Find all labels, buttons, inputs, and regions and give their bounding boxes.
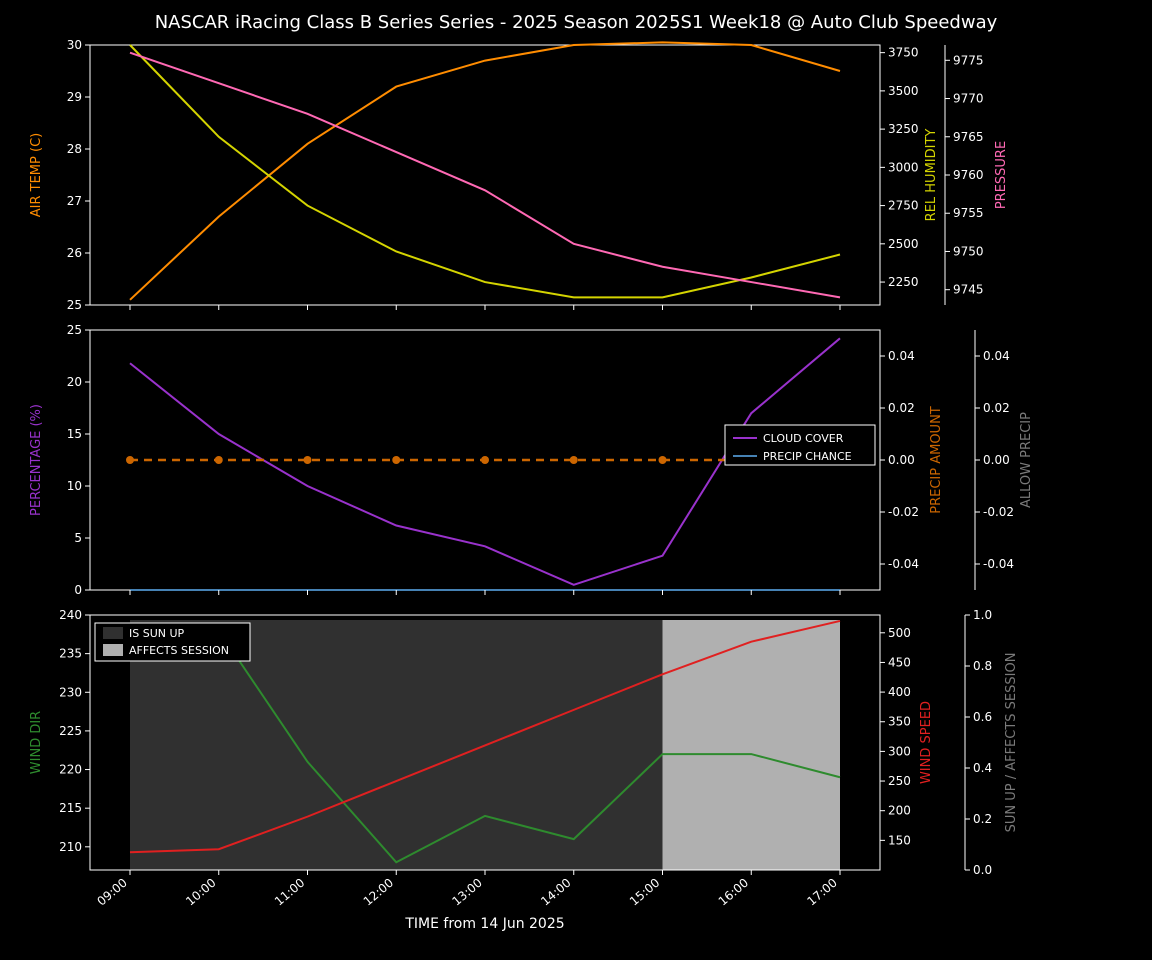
svg-text:0.04: 0.04 bbox=[983, 349, 1010, 363]
weather-chart: NASCAR iRacing Class B Series Series - 2… bbox=[0, 0, 1152, 960]
legend-item: IS SUN UP bbox=[129, 627, 185, 640]
svg-text:0.00: 0.00 bbox=[983, 453, 1010, 467]
svg-text:29: 29 bbox=[67, 90, 82, 104]
svg-text:3250: 3250 bbox=[888, 122, 919, 136]
svg-text:240: 240 bbox=[59, 608, 82, 622]
rel-humidity-label: REL HUMIDITY bbox=[924, 129, 939, 222]
svg-text:150: 150 bbox=[888, 833, 911, 847]
svg-text:20: 20 bbox=[67, 375, 82, 389]
air-temp-label: AIR TEMP (C) bbox=[29, 133, 44, 217]
pressure-label: PRESSURE bbox=[994, 141, 1009, 209]
svg-text:1.0: 1.0 bbox=[973, 608, 992, 622]
svg-text:-0.04: -0.04 bbox=[983, 557, 1014, 571]
svg-text:3500: 3500 bbox=[888, 84, 919, 98]
precip-amount-marker bbox=[659, 456, 667, 464]
svg-text:215: 215 bbox=[59, 801, 82, 815]
svg-text:-0.04: -0.04 bbox=[888, 557, 919, 571]
legend-item: CLOUD COVER bbox=[763, 432, 844, 445]
svg-text:3000: 3000 bbox=[888, 160, 919, 174]
precip-amount-marker bbox=[570, 456, 578, 464]
svg-text:9755: 9755 bbox=[953, 206, 984, 220]
svg-text:5: 5 bbox=[74, 531, 82, 545]
svg-text:0.02: 0.02 bbox=[888, 401, 915, 415]
svg-text:2500: 2500 bbox=[888, 237, 919, 251]
svg-text:30: 30 bbox=[67, 38, 82, 52]
x-axis-label: TIME from 14 Jun 2025 bbox=[404, 916, 564, 932]
svg-text:9745: 9745 bbox=[953, 283, 984, 297]
svg-text:350: 350 bbox=[888, 715, 911, 729]
svg-text:9760: 9760 bbox=[953, 168, 984, 182]
svg-text:400: 400 bbox=[888, 685, 911, 699]
svg-text:0.0: 0.0 bbox=[973, 863, 992, 877]
svg-text:25: 25 bbox=[67, 323, 82, 337]
svg-text:25: 25 bbox=[67, 298, 82, 312]
svg-text:300: 300 bbox=[888, 744, 911, 758]
svg-text:500: 500 bbox=[888, 626, 911, 640]
svg-text:0.04: 0.04 bbox=[888, 349, 915, 363]
svg-text:0.02: 0.02 bbox=[983, 401, 1010, 415]
svg-text:0: 0 bbox=[74, 583, 82, 597]
svg-text:210: 210 bbox=[59, 840, 82, 854]
svg-text:450: 450 bbox=[888, 655, 911, 669]
svg-text:220: 220 bbox=[59, 763, 82, 777]
svg-text:0.2: 0.2 bbox=[973, 812, 992, 826]
svg-text:9775: 9775 bbox=[953, 53, 984, 67]
wind-speed-label: WIND SPEED bbox=[919, 701, 934, 784]
svg-text:9770: 9770 bbox=[953, 92, 984, 106]
svg-text:2750: 2750 bbox=[888, 199, 919, 213]
svg-text:3750: 3750 bbox=[888, 46, 919, 60]
chart-title: NASCAR iRacing Class B Series Series - 2… bbox=[155, 12, 998, 33]
svg-text:-0.02: -0.02 bbox=[888, 505, 919, 519]
svg-text:27: 27 bbox=[67, 194, 82, 208]
legend-item: PRECIP CHANCE bbox=[763, 450, 852, 463]
svg-text:28: 28 bbox=[67, 142, 82, 156]
svg-text:0.00: 0.00 bbox=[888, 453, 915, 467]
svg-text:26: 26 bbox=[67, 246, 82, 260]
svg-text:235: 235 bbox=[59, 647, 82, 661]
precip-amount-label: PRECIP AMOUNT bbox=[929, 406, 944, 514]
precip-amount-marker bbox=[392, 456, 400, 464]
svg-text:0.6: 0.6 bbox=[973, 710, 992, 724]
svg-text:9750: 9750 bbox=[953, 244, 984, 258]
svg-text:2250: 2250 bbox=[888, 275, 919, 289]
precip-amount-marker bbox=[481, 456, 489, 464]
legend-item: AFFECTS SESSION bbox=[129, 644, 229, 657]
precip-amount-marker bbox=[304, 456, 312, 464]
svg-text:250: 250 bbox=[888, 774, 911, 788]
svg-text:9765: 9765 bbox=[953, 130, 984, 144]
wind-dir-label: WIND DIR bbox=[29, 711, 44, 774]
svg-text:0.8: 0.8 bbox=[973, 659, 992, 673]
svg-text:230: 230 bbox=[59, 685, 82, 699]
svg-text:-0.02: -0.02 bbox=[983, 505, 1014, 519]
percentage-label: PERCENTAGE (%) bbox=[29, 404, 44, 516]
svg-text:0.4: 0.4 bbox=[973, 761, 992, 775]
precip-amount-marker bbox=[126, 456, 134, 464]
allow-precip-label: ALLOW PRECIP bbox=[1019, 412, 1034, 508]
affects-session-fill bbox=[663, 620, 841, 870]
svg-text:225: 225 bbox=[59, 724, 82, 738]
svg-text:15: 15 bbox=[67, 427, 82, 441]
svg-text:200: 200 bbox=[888, 804, 911, 818]
sun-affects-label: SUN UP / AFFECTS SESSION bbox=[1004, 653, 1019, 833]
svg-text:10: 10 bbox=[67, 479, 82, 493]
precip-amount-marker bbox=[215, 456, 223, 464]
